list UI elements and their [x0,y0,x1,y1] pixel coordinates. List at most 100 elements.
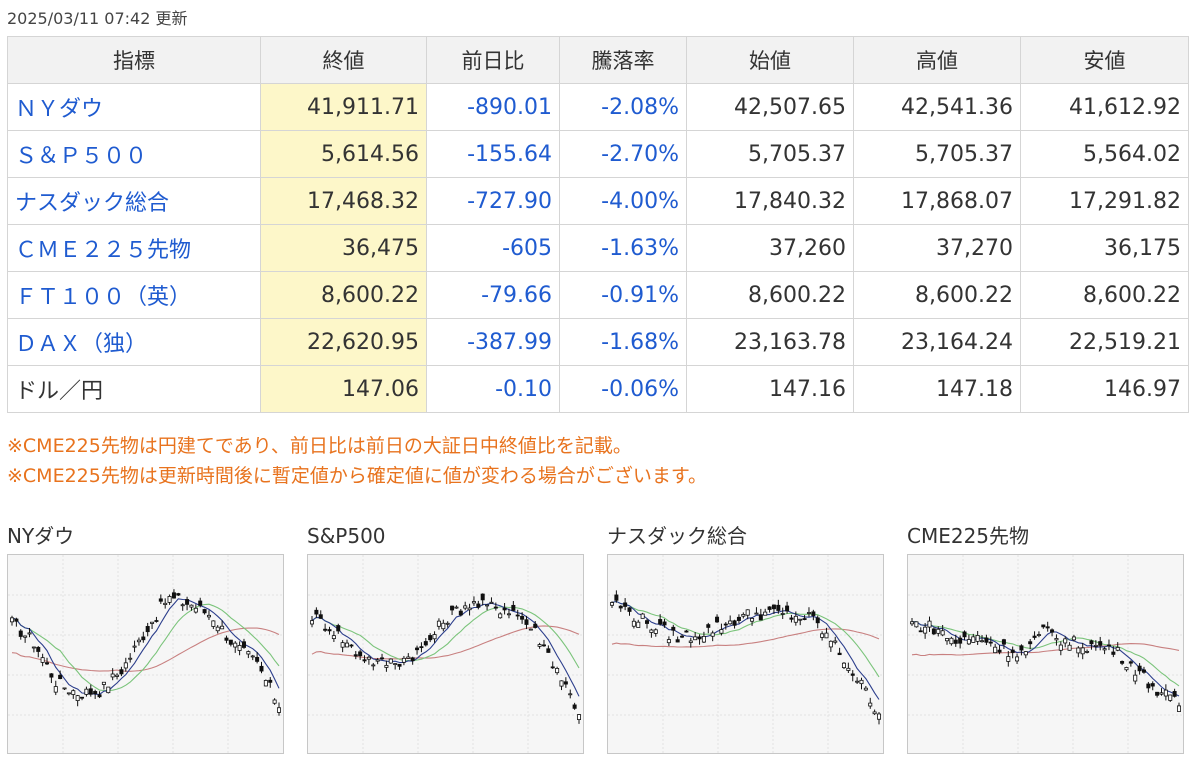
candle-body [263,680,268,687]
open-cell: 17,840.32 [686,177,854,225]
high-cell: 23,164.24 [853,318,1021,366]
candle-body [340,642,345,648]
candle-body [841,662,846,669]
candle-body [555,668,560,674]
candle-body [80,696,85,699]
candle-body [480,593,485,601]
candle-body [1041,624,1046,628]
candle-body [88,688,93,695]
indicator-cell[interactable]: ＣＭＥ２２５先物 [7,224,261,272]
change-cell: -727.90 [426,177,560,225]
chart-thumb[interactable]: S&P500 [307,522,584,754]
candlestick-chart[interactable] [307,554,584,754]
candle-body [980,640,985,643]
candle-body [1063,638,1068,644]
change-cell: -890.01 [426,83,560,131]
chart-background [8,555,283,753]
candle-body [1106,644,1111,647]
candle-body [666,639,671,644]
candle-body [1058,644,1063,651]
candle-body [171,592,176,599]
candle-body [384,664,389,668]
candlestick-chart[interactable] [607,554,884,754]
candle-body [876,713,881,720]
candle-body [45,662,50,665]
candle-body [458,610,463,616]
moving-average-line [912,621,1180,697]
indicator-link[interactable]: ＮＹダウ [15,97,104,122]
candle-body [1019,645,1024,651]
table-header-row: 指標 終値 前日比 騰落率 始値 高値 安値 [7,36,1189,84]
candle-body [962,631,967,638]
candle-body [1001,639,1006,645]
indicator-link[interactable]: ナスダック総合 [15,191,170,216]
moving-average-line [311,602,580,697]
chart-thumb[interactable]: CME225先物 [907,522,1184,754]
candle-body [988,641,993,644]
candle-body [423,641,428,646]
candle-body [498,613,503,619]
candle-body [10,617,15,623]
note-line: ※CME225先物は更新時間後に暫定値から確定値に値が変わる場合がございます。 [7,465,707,487]
candle-body [358,651,363,657]
candle-body [966,639,971,645]
candle-body [953,639,958,644]
indicator-cell[interactable]: ナスダック総合 [7,177,261,225]
moving-average-line [611,628,880,648]
pct-cell: -0.91% [559,271,687,319]
chart-thumb[interactable]: NYダウ [7,522,284,754]
candle-body [1050,629,1055,633]
candle-body [366,656,371,660]
candle-body [653,629,658,634]
candle-body [636,621,641,628]
open-cell: 23,163.78 [686,318,854,366]
chart-svg [908,555,1183,753]
indicator-link[interactable]: ＤＡＸ（独） [15,332,148,357]
col-header-indicator: 指標 [7,36,261,84]
candle-body [520,615,525,620]
col-header-change: 前日比 [426,36,560,84]
candle-body [75,695,80,701]
indicator-cell[interactable]: ＮＹダウ [7,83,261,131]
open-cell: 37,260 [686,224,854,272]
candle-body [40,657,45,663]
pct-cell: -2.08% [559,83,687,131]
table-row: ＦＴ１００（英） 8,600.22 -79.66 -0.91% 8,600.22 8,60… [7,271,1189,319]
indicator-link[interactable]: Ｓ＆Ｐ５００ [15,144,148,169]
chart-thumb[interactable]: ナスダック総合 [607,522,884,754]
indicator-link[interactable]: ＦＴ１００（英） [15,285,192,310]
candle-body [180,604,185,607]
candle-body [1146,683,1151,689]
candle-body [671,626,676,631]
indicator-link[interactable]: ＣＭＥ２２５先物 [15,238,192,263]
indicator-cell[interactable]: ＤＡＸ（独） [7,318,261,366]
indicator-cell[interactable]: Ｓ＆Ｐ５００ [7,130,261,178]
candle-body [259,665,264,672]
candle-body [741,614,746,617]
candle-body [189,604,194,608]
candle-body [415,647,420,651]
candle-body [533,623,538,628]
chart-title: CME225先物 [907,524,1030,548]
candle-body [167,596,172,603]
candle-body [872,711,877,715]
candle-body [715,616,720,623]
close-cell: 5,614.56 [260,130,427,178]
candle-body [1150,683,1155,687]
candle-body [463,605,468,609]
chart-title: NYダウ [7,524,75,548]
candle-body [1168,694,1173,701]
low-cell: 5,564.02 [1020,130,1189,178]
candle-body [750,618,755,622]
candlestick-chart[interactable] [7,554,284,754]
candle-body [550,666,555,669]
candlestick-chart[interactable] [907,554,1184,754]
low-cell: 22,519.21 [1020,318,1189,366]
indicator-cell[interactable]: ＦＴ１００（英） [7,271,261,319]
candle-body [115,674,120,677]
candle-body [220,625,225,630]
candle-body [176,593,181,596]
col-header-pct: 騰落率 [559,36,687,84]
low-cell: 17,291.82 [1020,177,1189,225]
candle-body [331,635,336,640]
